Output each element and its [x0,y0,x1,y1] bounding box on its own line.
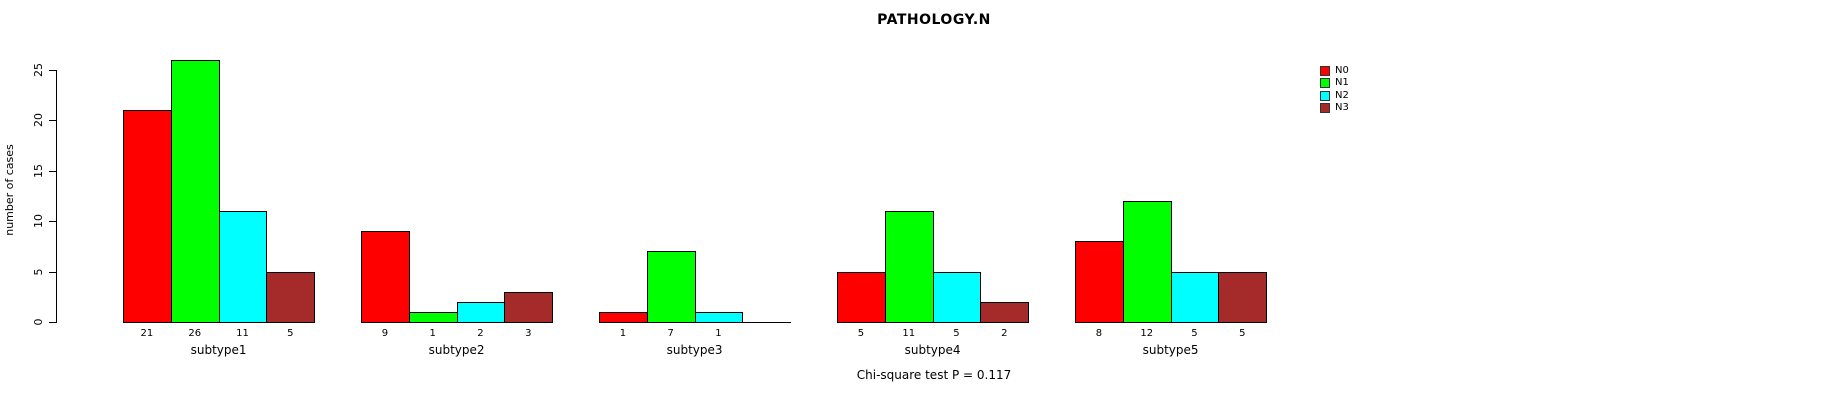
bar [1075,241,1124,323]
bar-value-label: 7 [667,328,674,339]
legend-swatch [1320,78,1330,89]
bar-value-label: 3 [525,328,532,339]
bar-value-label: 5 [287,328,294,339]
chart-title: PATHOLOGY.N [877,12,991,28]
chi-square-caption: Chi-square test P = 0.117 [856,368,1012,382]
bar [456,301,506,323]
y-tick-label: 10 [31,214,45,229]
bar [599,311,648,323]
category-label: subtype3 [666,343,723,357]
bar [837,271,886,323]
y-tick [49,221,56,223]
legend-item: N2 [1320,90,1349,102]
bar-value-label: 1 [619,328,627,339]
legend-item: N1 [1320,77,1349,89]
bar [1218,271,1268,323]
bar [932,271,982,323]
bar-value-label: 11 [902,328,916,339]
y-tick-label: 5 [31,268,45,276]
bar [504,291,554,323]
bar [1170,271,1220,323]
category-label: subtype4 [904,343,961,357]
bar [408,311,458,323]
legend-label: N1 [1335,77,1349,89]
bar-value-label: 21 [140,328,154,339]
bar-value-label: 12 [1140,328,1154,339]
legend: N0 N1 N2 N3 [1320,65,1349,114]
legend-item: N0 [1320,65,1349,77]
bar-value-label: 1 [715,328,722,339]
y-tick-label: 20 [31,113,45,128]
bar-value-label: 8 [1095,328,1103,339]
bar-zero [742,322,792,323]
y-tick [49,322,56,323]
y-tick-label: 15 [31,163,45,178]
bar [694,311,744,323]
bar-value-label: 5 [1191,328,1198,339]
bar [884,211,934,323]
bar-value-label: 5 [1239,328,1246,339]
y-tick [49,271,56,273]
bar-value-label: 26 [188,328,202,339]
bar [123,110,172,323]
bar [980,301,1030,323]
bar [266,271,316,323]
bar-value-label: 11 [236,328,249,339]
bar-value-label: 5 [857,328,865,339]
bar [646,251,696,323]
y-tick-label: 25 [31,63,45,77]
legend-swatch [1320,90,1330,101]
bar-value-label: 1 [429,328,436,339]
bar-value-label: 5 [953,328,960,339]
y-tick [49,170,56,172]
legend-label: N2 [1335,89,1349,101]
y-tick-label: 0 [31,318,45,326]
y-tick [49,120,56,122]
y-tick [49,70,56,71]
category-label: subtype2 [428,343,485,357]
legend-swatch [1320,103,1330,114]
category-label: subtype1 [190,343,247,357]
bar [1122,201,1172,323]
bar-value-label: 2 [1001,328,1008,339]
y-axis-line [56,70,57,323]
legend-label: N0 [1335,65,1349,77]
bar [361,231,410,323]
bar-value-label: 9 [381,328,389,339]
legend-label: N3 [1335,102,1349,114]
legend-swatch [1320,66,1330,77]
category-label: subtype5 [1142,343,1199,357]
bar-value-label: 2 [477,328,484,339]
bar [170,59,220,323]
legend-item: N3 [1320,102,1349,114]
bar [218,211,268,323]
